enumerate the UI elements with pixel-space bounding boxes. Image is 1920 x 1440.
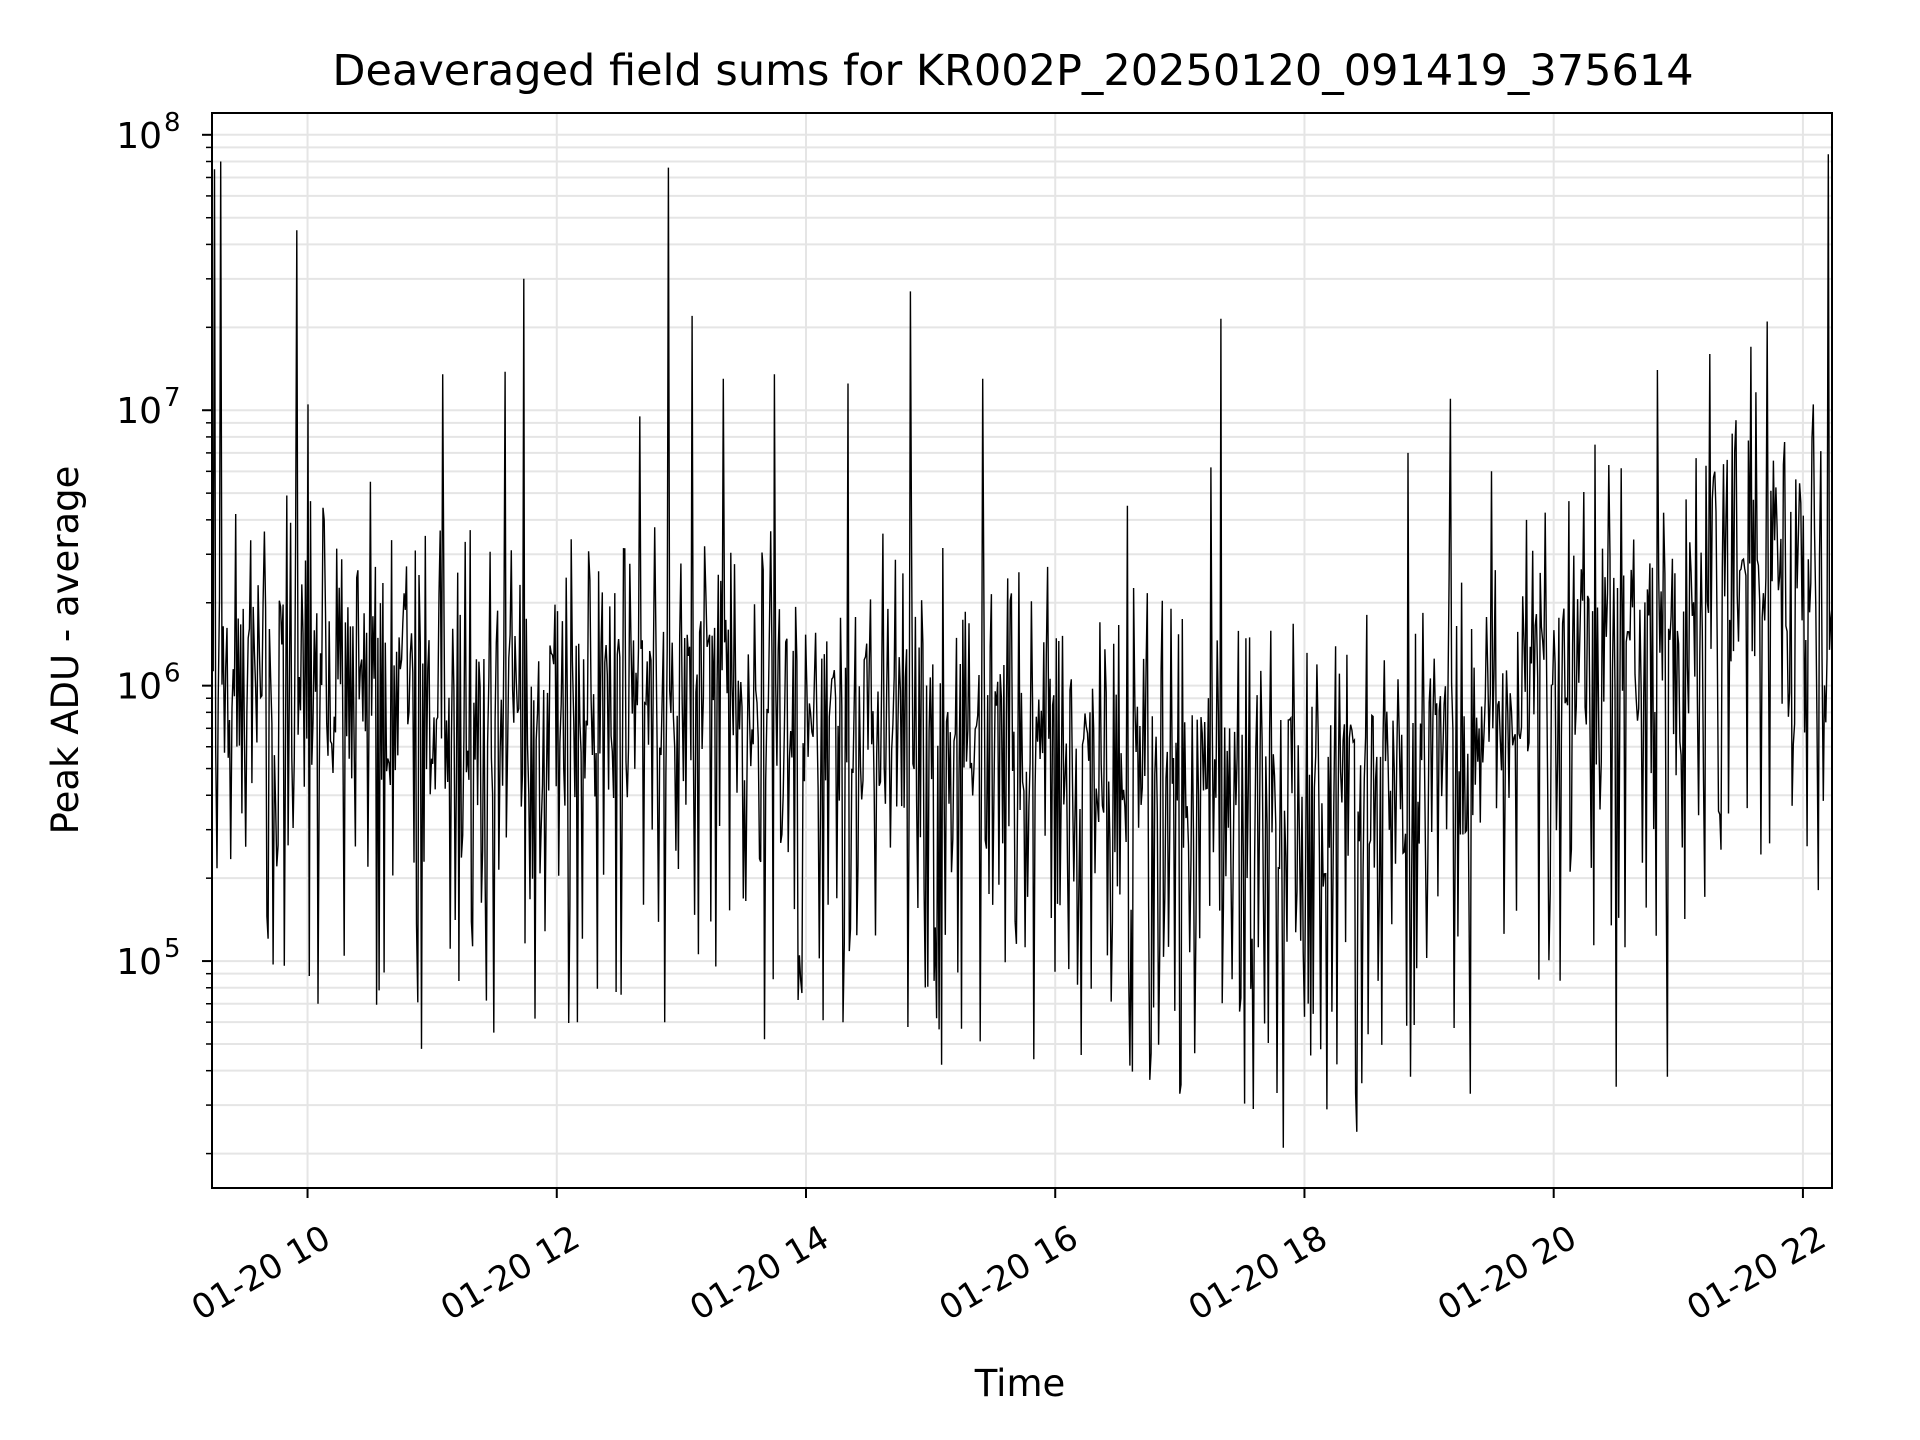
y-tick-exponent: 6 xyxy=(164,659,181,689)
y-tick-label: 10 xyxy=(116,116,162,157)
grid-layer xyxy=(212,113,1832,1188)
y-tick-label: 10 xyxy=(116,667,162,708)
y-tick-exponent: 7 xyxy=(164,383,181,413)
x-axis-label: Time xyxy=(974,1362,1066,1405)
series-layer xyxy=(211,154,1833,1148)
y-tick-exponent: 5 xyxy=(164,934,181,964)
chart-title: Deaveraged field sums for KR002P_2025012… xyxy=(332,46,1693,96)
plot-frame xyxy=(211,112,1833,1189)
y-tick-label: 10 xyxy=(116,391,162,432)
y-tick-label: 10 xyxy=(116,942,162,983)
y-tick-exponent: 8 xyxy=(164,108,181,138)
series-line xyxy=(211,154,1833,1148)
y-axis-label: Peak ADU - average xyxy=(44,466,87,835)
